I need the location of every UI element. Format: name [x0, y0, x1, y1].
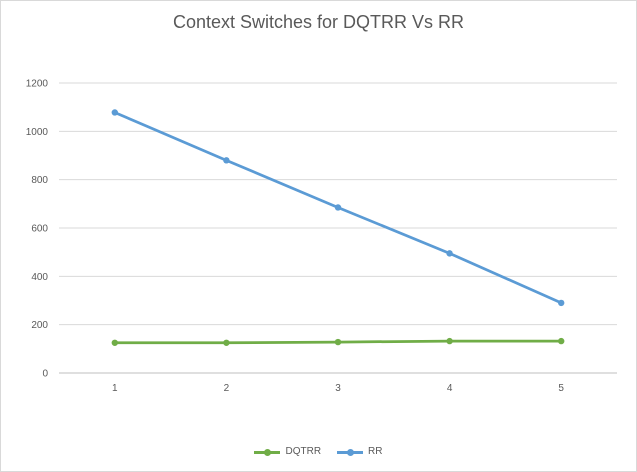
chart-title: Context Switches for DQTRR Vs RR: [172, 12, 465, 32]
legend-swatch-rr: [337, 447, 364, 457]
data-point-dqtrr: [558, 337, 565, 345]
legend: DQTRR RR: [1, 446, 636, 457]
legend-marker-rr: [347, 448, 355, 456]
y-tick-label: 1200: [26, 79, 49, 90]
data-point-rr: [558, 299, 565, 307]
x-tick-label: 3: [335, 383, 341, 394]
y-tick-label: 200: [31, 320, 48, 331]
y-tick-label: 800: [31, 175, 48, 186]
x-tick-label: 5: [558, 383, 564, 394]
data-point-rr: [111, 109, 119, 116]
x-tick-label: 1: [112, 383, 118, 394]
x-tick-label: 4: [447, 383, 453, 394]
data-point-rr: [446, 250, 453, 257]
legend-swatch-dqtrr: [254, 447, 281, 457]
data-point-rr: [334, 204, 342, 211]
legend-label-rr: RR: [368, 446, 383, 457]
y-tick-labels: 0 200 400 600 800 1000 1200: [26, 79, 49, 380]
legend-marker-dqtrr: [264, 448, 272, 456]
y-tick-label: 1000: [26, 127, 49, 138]
y-tick-label: 400: [31, 272, 48, 283]
legend-item-rr: RR: [337, 446, 383, 457]
x-tick-label: 2: [224, 383, 230, 394]
data-point-dqtrr: [111, 339, 119, 346]
gridlines: [59, 82, 617, 374]
x-tick-labels: 1 2 3 4 5: [112, 383, 564, 394]
y-tick-label: 600: [31, 224, 48, 235]
data-point-dqtrr: [446, 337, 453, 345]
legend-label-dqtrr: DQTRR: [285, 446, 322, 457]
data-point-rr: [223, 157, 230, 164]
y-tick-label: 0: [42, 369, 48, 380]
data-point-dqtrr: [223, 339, 230, 346]
series-group: [111, 109, 565, 346]
data-point-dqtrr: [334, 338, 342, 346]
legend-item-dqtrr: DQTRR: [254, 446, 321, 457]
